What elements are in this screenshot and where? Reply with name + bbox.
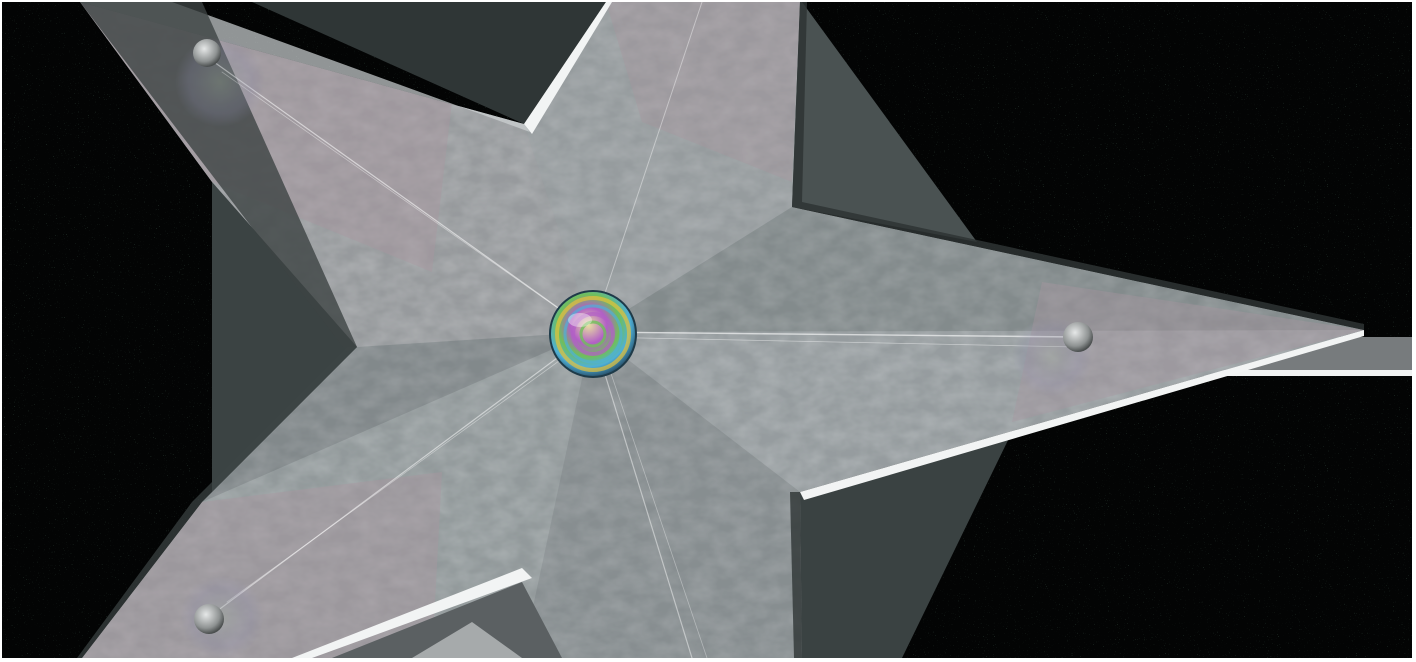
- back-wall-right-upper: [792, 2, 977, 242]
- back-wall-top: [252, 2, 606, 124]
- tip-tint-lower-left: [82, 472, 442, 658]
- tip-tint-right: [1012, 282, 1364, 422]
- back-wall-right-lower: [800, 432, 1012, 658]
- bottom-window-texture: [412, 622, 522, 658]
- facet-lower-left: [82, 332, 592, 658]
- facet-left: [202, 332, 592, 502]
- edge-right-lower-light: [800, 330, 1364, 500]
- facet-top: [524, 2, 800, 332]
- peg-lower-left: [194, 604, 224, 634]
- right-rail-edge: [1202, 370, 1412, 376]
- peg-right: [1063, 322, 1093, 352]
- edge-top-light: [524, 2, 612, 134]
- edge-right-upper-dark: [792, 2, 1364, 330]
- edge-bottom-light: [292, 568, 532, 658]
- facet-right: [592, 207, 1364, 332]
- back-wall-left: [202, 182, 357, 502]
- edge-bottom-right-dark: [790, 492, 802, 658]
- edge-left-lower-dark: [77, 347, 357, 658]
- facet-lower-right: [592, 330, 1364, 492]
- center-orb: [549, 290, 637, 378]
- facet-bottom: [522, 332, 802, 658]
- light-beams: [206, 2, 1078, 658]
- edge-left-dark: [80, 2, 357, 352]
- tip-tint-top: [606, 2, 800, 182]
- peg-upper-left: [193, 39, 221, 67]
- bottom-window: [332, 582, 562, 658]
